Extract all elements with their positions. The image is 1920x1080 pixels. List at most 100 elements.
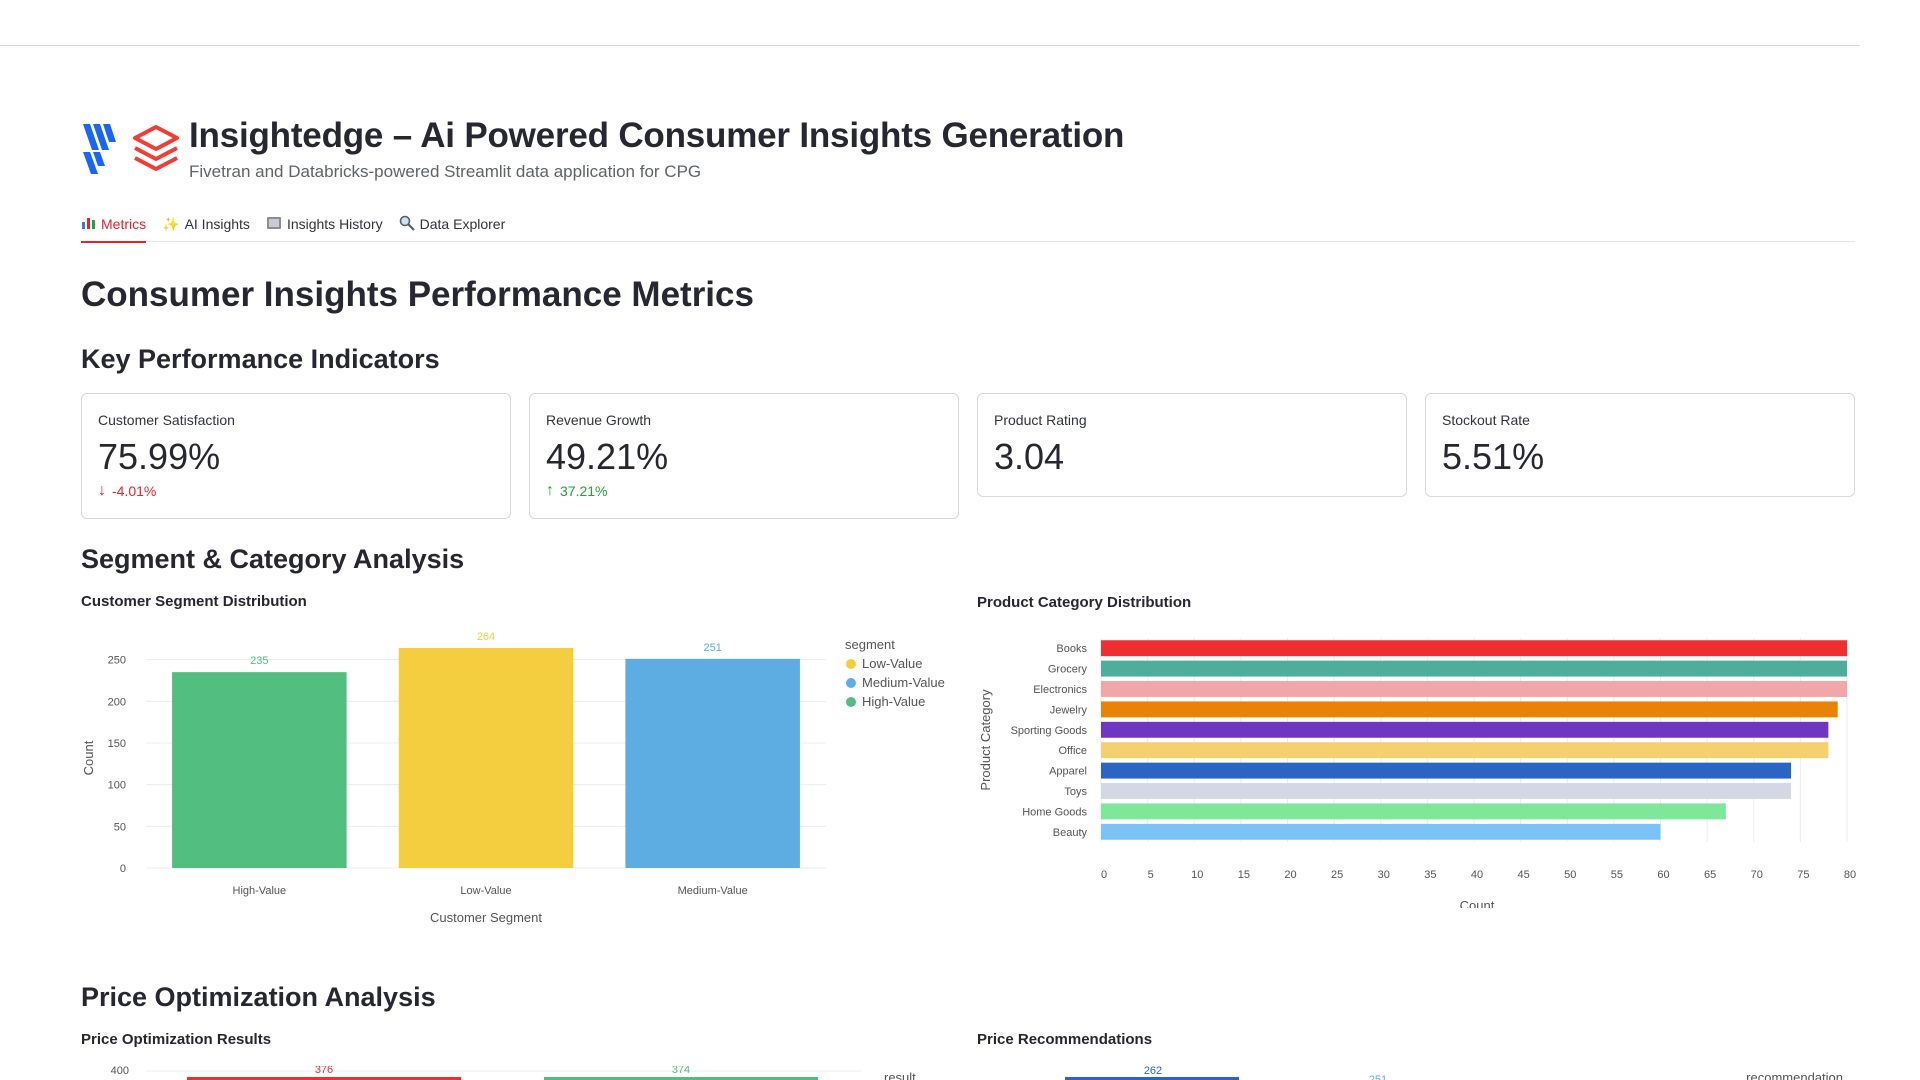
bar-data-label: 374	[672, 1066, 690, 1076]
category-bar	[1101, 681, 1847, 697]
x-tick-label: 5	[1148, 869, 1154, 881]
price-optimization-bar	[187, 1077, 461, 1080]
y-tick-label: Grocery	[1048, 664, 1088, 676]
x-tick-label: 70	[1751, 869, 1763, 881]
y-tick-label: Apparel	[1049, 766, 1087, 778]
legend-item-label: Medium-Value	[862, 675, 945, 690]
y-tick-label: Jewelry	[1050, 704, 1088, 716]
x-tick-label: 10	[1191, 869, 1203, 881]
category-bar	[1101, 701, 1838, 718]
tab-bar: Metrics ✨ AI Insights Insights History D…	[81, 208, 1855, 243]
x-tick-label: 80	[1844, 869, 1856, 881]
segment-bar-chart: 0 50 100 150 200 250 235 High-Value 264 Low-Value…	[81, 631, 945, 925]
x-tick-label: 65	[1704, 869, 1716, 881]
y-tick-label: Office	[1058, 745, 1087, 757]
bar-data-label: 251	[703, 642, 721, 654]
price-optimization-bar	[544, 1077, 818, 1080]
bar-data-label: 262	[1144, 1066, 1162, 1077]
legend-title: result	[884, 1070, 916, 1080]
x-tick-label: 75	[1797, 869, 1809, 881]
category-bar	[1101, 742, 1829, 759]
legend-swatch	[846, 678, 856, 688]
fivetran-logo-icon	[83, 124, 116, 174]
y-tick-label: 0	[120, 863, 126, 875]
category-bar	[1101, 721, 1829, 738]
x-tick-label: 0	[1101, 869, 1107, 881]
category-bar	[1101, 660, 1847, 677]
x-axis-title: Count	[1460, 898, 1495, 908]
price-recommendations-chart-title: Price Recommendations	[977, 1031, 1153, 1048]
x-tick-label: 40	[1471, 869, 1483, 881]
x-tick-label: 25	[1331, 869, 1343, 881]
tab-ai-insights[interactable]: ✨ AI Insights	[162, 208, 250, 242]
segment-bar-medium-value	[625, 658, 800, 868]
x-tick-label: Low-Value	[460, 885, 511, 897]
category-bar	[1101, 783, 1792, 799]
kpi-section-heading: Key Performance Indicators	[81, 344, 440, 374]
price-recommendations-bar-chart: 262 251 recommendation	[1065, 1066, 1843, 1080]
category-bar-chart: 0 5 10 15 20 25 30 35 40 45 50 55 60 65 70 75 80 Books Gro…	[978, 638, 1856, 908]
tab-metrics[interactable]: Metrics	[81, 208, 147, 243]
kpi-card-product-rating: Product Rating 3.04	[977, 393, 1407, 497]
kpi-label: Customer Satisfaction	[98, 412, 235, 428]
legend-title: recommendation	[1746, 1070, 1843, 1080]
legend-title: segment	[845, 637, 895, 652]
x-axis-title: Customer Segment	[430, 910, 542, 925]
legend-item-label: High-Value	[862, 694, 925, 709]
y-tick-label: Electronics	[1033, 684, 1087, 696]
tab-data-explorer[interactable]: Data Explorer	[399, 208, 506, 242]
y-tick-label: 250	[108, 655, 126, 667]
magnifier-icon	[399, 215, 415, 234]
price-optimization-chart-title: Price Optimization Results	[81, 1031, 272, 1048]
kpi-label: Product Rating	[994, 412, 1087, 428]
price-section-heading: Price Optimization Analysis	[81, 982, 436, 1012]
x-tick-label: Medium-Value	[678, 885, 748, 897]
kpi-delta-value: -4.01%	[112, 483, 157, 499]
kpi-card-revenue-growth: Revenue Growth 49.21% ↑ 37.21%	[529, 393, 959, 519]
category-bar	[1101, 823, 1661, 840]
bar-data-label: 235	[250, 655, 268, 667]
sparkles-icon: ✨	[162, 215, 180, 232]
kpi-delta: ↓ -4.01%	[98, 482, 494, 500]
y-axis-title: Count	[81, 740, 96, 775]
book-icon	[266, 216, 282, 233]
tab-label: Data Explorer	[419, 216, 506, 232]
y-tick-label: 50	[114, 821, 126, 833]
kpi-card-stockout-rate: Stockout Rate 5.51%	[1425, 393, 1855, 497]
kpi-value: 49.21%	[546, 436, 669, 477]
category-bar	[1101, 762, 1792, 779]
x-tick-label: 50	[1564, 869, 1576, 881]
databricks-logo-icon	[133, 125, 179, 171]
legend-item-label: Low-Value	[862, 656, 922, 671]
price-optimization-bar-chart: 400 376 374 result	[111, 1066, 916, 1080]
tab-label: AI Insights	[184, 216, 250, 232]
y-tick-label: 400	[111, 1066, 129, 1077]
x-tick-label: High-Value	[233, 885, 287, 897]
top-toolbar	[0, 0, 1860, 46]
arrow-up-icon: ↑	[546, 482, 554, 499]
y-tick-label: 150	[108, 738, 126, 750]
kpi-card-customer-satisfaction: Customer Satisfaction 75.99% ↓ -4.01%	[81, 393, 511, 519]
bar-data-label: 264	[477, 631, 495, 643]
tab-label: Metrics	[101, 216, 147, 232]
x-tick-label: 30	[1378, 869, 1390, 881]
segment-chart-title: Customer Segment Distribution	[81, 593, 307, 610]
arrow-down-icon: ↓	[98, 482, 106, 499]
y-tick-label: 100	[108, 780, 126, 792]
price-recommendation-bar	[1065, 1077, 1239, 1080]
kpi-value: 75.99%	[98, 436, 221, 477]
app-subtitle: Fivetran and Databricks-powered Streamli…	[189, 162, 702, 181]
segment-bar-high-value	[172, 672, 347, 868]
x-tick-label: 45	[1518, 869, 1530, 881]
bar-data-label: 251	[1369, 1074, 1387, 1080]
bar-data-label: 376	[315, 1066, 333, 1076]
category-chart-title: Product Category Distribution	[977, 594, 1192, 611]
category-bar	[1101, 640, 1847, 657]
x-tick-label: 15	[1238, 869, 1250, 881]
tab-label: Insights History	[286, 216, 383, 232]
tab-insights-history[interactable]: Insights History	[266, 208, 383, 242]
kpi-delta: ↑ 37.21%	[546, 482, 942, 500]
y-tick-label: Books	[1056, 643, 1087, 655]
y-tick-label: Toys	[1064, 786, 1087, 798]
category-bar	[1101, 803, 1726, 820]
